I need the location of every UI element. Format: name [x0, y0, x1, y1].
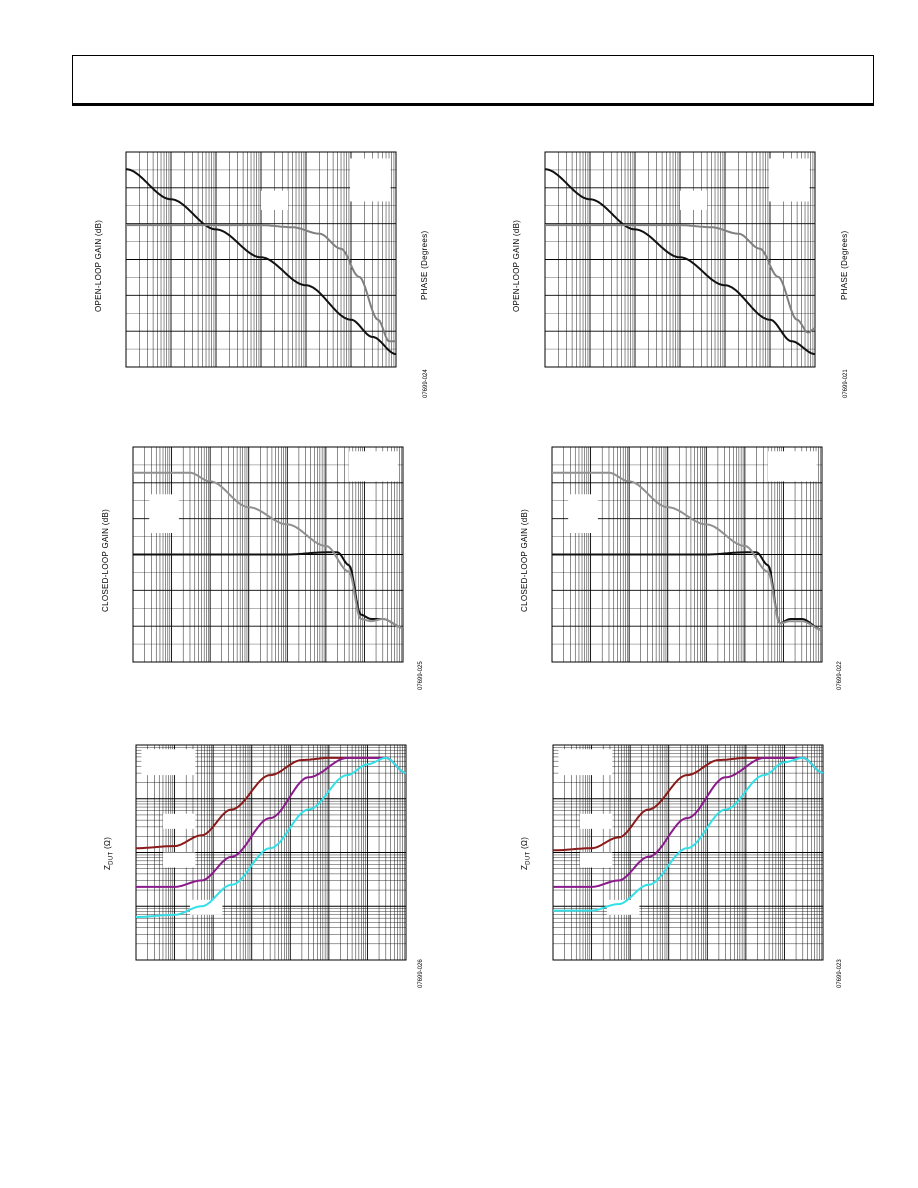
- plot-svg: [132, 446, 404, 663]
- plot-svg: [135, 744, 407, 961]
- figure-id: 07699-026: [418, 959, 424, 988]
- figure-id: 07699-024: [423, 369, 429, 398]
- ylabel-open-loop-gain: OPEN-LOOP GAIN (dB): [512, 219, 521, 312]
- chart-right-open-loop: [544, 151, 816, 368]
- series-line-1: [125, 168, 397, 356]
- page-header-box: [72, 55, 874, 106]
- chart-right-closed-loop: [551, 446, 823, 663]
- legend-blank: [190, 899, 223, 915]
- ylabel-zdut: ZDUT (Ω): [520, 836, 532, 870]
- plot-svg: [125, 151, 397, 368]
- legend-blank: [350, 158, 391, 202]
- plot-frame: [552, 744, 824, 961]
- legend-blank: [163, 813, 196, 829]
- series-line-2: [133, 471, 404, 629]
- legend-blank: [769, 158, 810, 202]
- plot-frame: [135, 744, 407, 961]
- figure-id: 07699-025: [418, 661, 424, 690]
- legend-blank: [558, 749, 613, 776]
- series-line-3: [553, 756, 824, 912]
- legend-blank: [149, 494, 179, 533]
- legend-blank: [349, 451, 398, 482]
- plot-frame: [125, 151, 397, 368]
- plot-frame: [544, 151, 816, 368]
- figure-id: 07699-022: [837, 661, 843, 690]
- ylabel-phase: PHASE (Degrees): [420, 230, 429, 300]
- legend-blank: [580, 813, 613, 829]
- series-line-2: [553, 756, 824, 888]
- legend-blank: [163, 852, 196, 868]
- legend-blank: [568, 494, 598, 533]
- legend-blank: [141, 749, 196, 776]
- legend-blank: [261, 190, 288, 211]
- legend-blank: [680, 190, 707, 211]
- chart-left-zdut: [135, 744, 407, 961]
- chart-right-zdut: [552, 744, 824, 961]
- plot-svg: [552, 744, 824, 961]
- ylabel-phase: PHASE (Degrees): [840, 230, 849, 300]
- ylabel-closed-loop-gain: CLOSED-LOOP GAIN (dB): [520, 508, 529, 612]
- series-line-2: [136, 756, 407, 888]
- figure-id: 07699-023: [837, 959, 843, 988]
- series-line-2: [552, 471, 823, 631]
- series-line-2: [545, 224, 816, 334]
- ylabel-zdut: ZDUT (Ω): [103, 836, 115, 870]
- chart-left-closed-loop: [132, 446, 404, 663]
- plot-svg: [551, 446, 823, 663]
- series-line-1: [544, 168, 816, 356]
- series-line-2: [126, 224, 396, 343]
- chart-left-open-loop: [125, 151, 397, 368]
- series-line-3: [136, 756, 407, 918]
- ylabel-closed-loop-gain: CLOSED-LOOP GAIN (dB): [101, 508, 110, 612]
- ylabel-open-loop-gain: OPEN-LOOP GAIN (dB): [94, 219, 103, 312]
- legend-blank: [768, 451, 817, 482]
- legend-blank: [580, 852, 613, 868]
- plot-svg: [544, 151, 816, 368]
- figure-id: 07699-021: [843, 369, 849, 398]
